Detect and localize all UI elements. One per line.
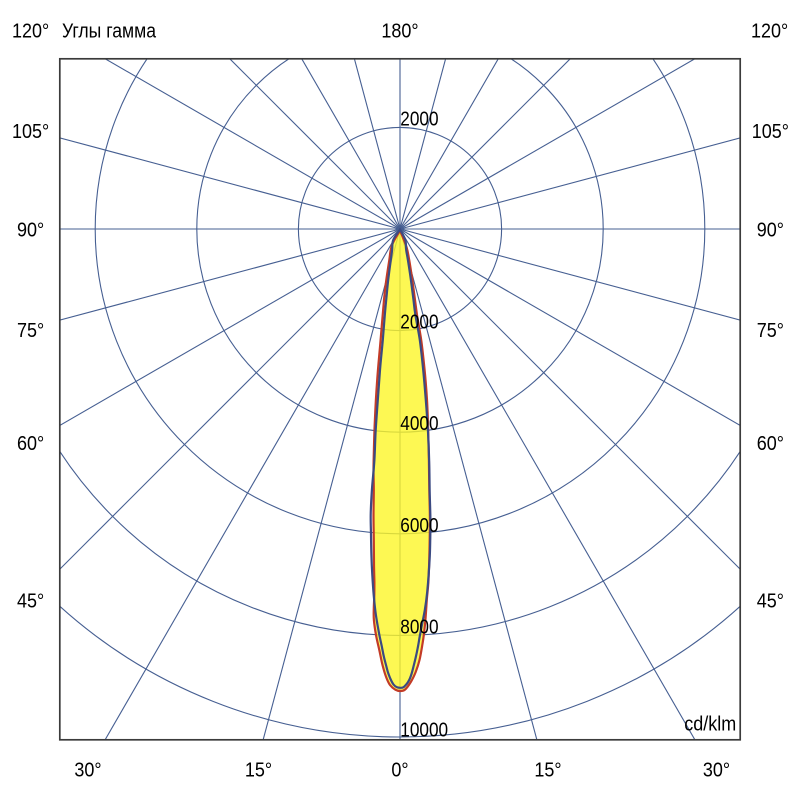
svg-text:30°: 30°: [74, 760, 101, 782]
svg-text:90°: 90°: [757, 220, 784, 242]
svg-text:60°: 60°: [757, 433, 784, 455]
svg-text:15°: 15°: [245, 760, 272, 782]
svg-text:75°: 75°: [17, 320, 44, 342]
svg-text:45°: 45°: [757, 590, 784, 612]
svg-text:Углы гамма: Углы гамма: [62, 19, 156, 41]
svg-text:120°: 120°: [12, 21, 49, 43]
svg-text:0°: 0°: [391, 760, 408, 782]
svg-text:75°: 75°: [757, 320, 784, 342]
svg-text:120°: 120°: [751, 21, 788, 43]
svg-text:10000: 10000: [400, 718, 448, 741]
svg-text:15°: 15°: [534, 760, 561, 782]
svg-text:90°: 90°: [17, 220, 44, 242]
svg-text:180°: 180°: [381, 21, 418, 43]
svg-text:45°: 45°: [17, 590, 44, 612]
svg-text:105°: 105°: [752, 121, 789, 143]
svg-text:6000: 6000: [400, 514, 438, 537]
svg-text:8000: 8000: [400, 615, 438, 638]
svg-text:105°: 105°: [12, 121, 49, 143]
svg-text:2000: 2000: [400, 107, 438, 130]
svg-text:2000: 2000: [400, 310, 438, 333]
svg-text:cd/klm: cd/klm: [684, 714, 736, 736]
svg-text:60°: 60°: [17, 433, 44, 455]
svg-text:30°: 30°: [703, 760, 730, 782]
svg-text:4000: 4000: [400, 412, 438, 435]
